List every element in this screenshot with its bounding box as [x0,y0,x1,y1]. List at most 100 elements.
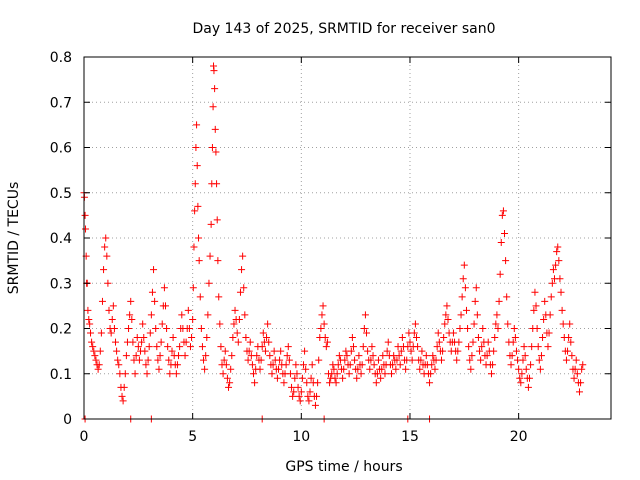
data-point [198,343,206,351]
data-point [308,361,316,369]
data-point [138,338,146,346]
data-point [565,334,573,342]
grid [84,57,611,419]
data-point [85,315,93,323]
x-tick-label: 5 [188,429,197,445]
data-point [366,365,374,373]
data-point [301,347,309,355]
data-point [296,397,304,405]
data-point [152,325,160,332]
data-point [151,297,159,305]
data-point [186,343,194,351]
data-point [427,370,435,378]
data-point [241,311,249,319]
data-point [357,370,365,378]
data-point [181,352,189,360]
data-point [207,220,215,228]
data-point [315,356,323,364]
data-point [516,374,524,382]
data-point [244,356,252,364]
data-point [343,352,351,360]
data-point [257,356,265,364]
data-point [555,257,563,265]
data-point [467,365,475,373]
data-point [128,315,136,323]
data-point [460,261,468,269]
data-point [193,121,201,129]
data-point [217,343,225,351]
data-point [303,379,311,387]
data-point [297,388,305,396]
data-point [230,320,238,328]
data-point [334,361,342,369]
data-point [191,180,199,188]
y-axis-label: SRMTID / TECUs [6,182,22,295]
data-point [498,211,506,219]
data-point [251,379,259,387]
data-point [169,334,177,342]
data-point [330,365,338,373]
data-point [131,370,139,378]
data-point [145,343,153,351]
data-point [290,388,298,396]
data-point [105,306,113,314]
data-point [208,144,216,151]
data-point [82,225,90,233]
data-point [317,325,325,332]
y-tick-label: 0.2 [50,322,72,338]
data-point [276,356,284,364]
data-point [540,315,548,323]
data-point [235,315,243,323]
data-point [544,343,552,351]
data-point [248,361,256,369]
data-point [537,352,545,360]
data-point [490,347,498,355]
data-point [361,311,369,319]
data-point [265,338,273,346]
data-point [273,374,281,382]
data-point [367,356,375,364]
y-tick-label: 0.5 [50,186,72,202]
data-point [531,288,539,296]
data-point [360,325,368,332]
data-point [91,352,99,360]
data-point [429,352,437,360]
data-point [122,352,130,360]
data-point [172,370,180,378]
data-point [205,279,213,287]
data-point [165,356,173,364]
data-point [578,365,586,373]
data-point [302,365,310,373]
data-point [566,320,574,328]
data-point [454,347,462,355]
data-point [158,320,166,328]
data-point [135,356,143,364]
data-point [503,293,511,301]
data-point [121,370,129,378]
data-point [458,293,466,301]
data-point [225,383,233,391]
data-point [522,365,530,373]
data-point [321,334,329,342]
data-point [227,365,235,373]
data-point [209,103,217,111]
data-point [97,329,105,337]
data-point [228,352,236,360]
data-point [213,180,221,188]
data-point [461,284,469,292]
data-point [388,370,396,378]
data-point [476,347,484,355]
data-point [110,325,118,332]
data-point [398,334,406,342]
data-point [188,334,196,342]
data-point [189,315,197,323]
data-point [559,320,567,328]
data-point [215,293,223,301]
data-point [154,356,162,364]
data-point [206,252,214,260]
data-point [528,343,536,351]
data-point [333,370,341,378]
data-point [250,370,258,378]
data-point [473,311,481,319]
data-point [125,325,133,332]
